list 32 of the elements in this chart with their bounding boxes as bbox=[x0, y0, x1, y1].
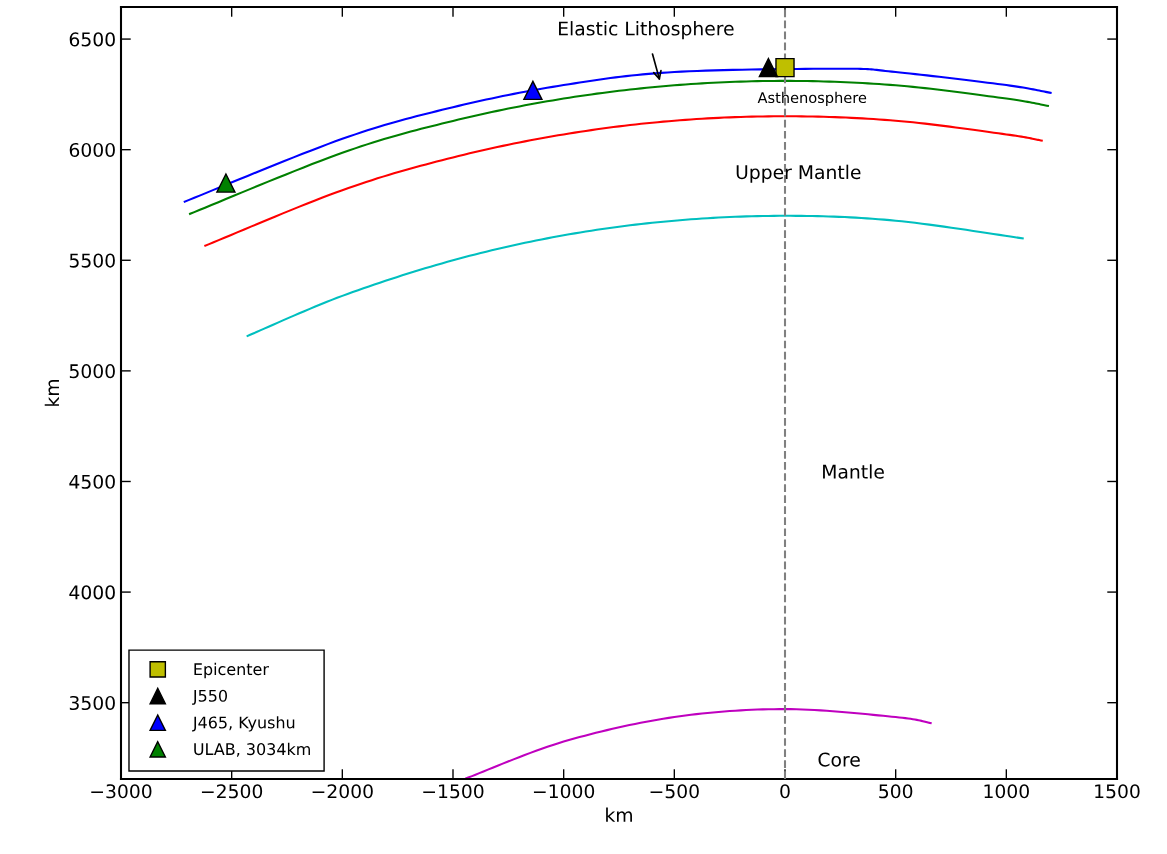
x-tick-label: −2500 bbox=[201, 784, 263, 799]
point bbox=[758, 57, 779, 78]
x-tick-label: 1500 bbox=[1095, 784, 1140, 799]
x-tick-label: −3000 bbox=[91, 784, 152, 799]
point bbox=[775, 57, 795, 78]
point bbox=[523, 80, 543, 101]
legend-label: ULAB, 3034km bbox=[194, 742, 310, 757]
annotation: Asthenosphere bbox=[757, 91, 867, 106]
x-tick-label: 500 bbox=[879, 784, 913, 799]
x-tick-label: −500 bbox=[650, 784, 699, 799]
x-tick-label: −1500 bbox=[423, 784, 484, 799]
x-tick-label: −1000 bbox=[533, 784, 595, 799]
x-tick-label: −2000 bbox=[312, 784, 373, 799]
y-tick-label: 4000 bbox=[69, 585, 115, 600]
x-axis-title: km bbox=[606, 807, 632, 822]
y-tick-label: 5000 bbox=[69, 364, 115, 379]
y-tick-label: 4500 bbox=[69, 474, 115, 489]
y-tick-label: 6000 bbox=[69, 142, 115, 158]
x-tick-label: 1000 bbox=[984, 784, 1029, 799]
annotation: Mantle bbox=[823, 464, 884, 479]
y-tick-label: 6500 bbox=[69, 32, 115, 47]
legend-label: J550 bbox=[192, 689, 228, 705]
legend-label: J465, Kyushu bbox=[192, 716, 295, 732]
y-tick-label: 3500 bbox=[69, 695, 115, 711]
legend-label: Epicenter bbox=[194, 662, 269, 679]
y-tick-label: 5500 bbox=[69, 253, 115, 268]
x-tick-label: 0 bbox=[780, 784, 790, 799]
annotation: Elastic Lithosphere bbox=[559, 21, 734, 40]
annotation: Core bbox=[818, 752, 860, 767]
point bbox=[216, 173, 236, 193]
y-axis-title: km bbox=[44, 380, 59, 406]
annotation: Upper Mantle bbox=[736, 164, 861, 183]
